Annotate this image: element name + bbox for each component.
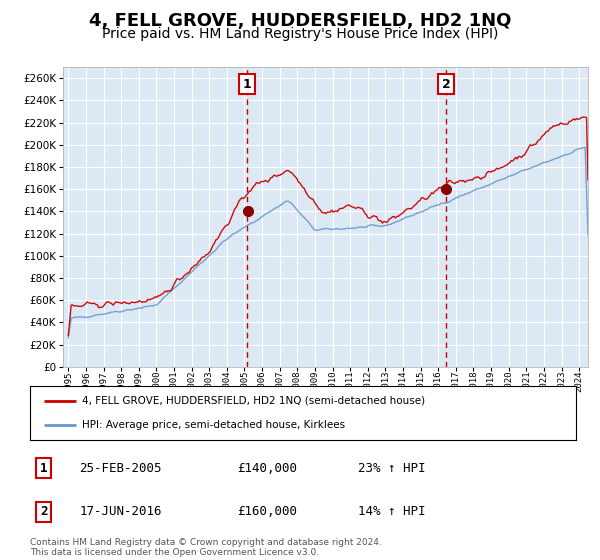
Text: 4, FELL GROVE, HUDDERSFIELD, HD2 1NQ (semi-detached house): 4, FELL GROVE, HUDDERSFIELD, HD2 1NQ (se… [82,396,425,406]
Text: 2008: 2008 [293,371,302,393]
Text: 2019: 2019 [487,371,496,393]
Text: 2012: 2012 [363,371,372,393]
Text: 2016: 2016 [434,371,443,393]
Text: 2014: 2014 [398,371,407,393]
Text: 2000: 2000 [152,371,161,393]
Text: 1996: 1996 [82,371,91,393]
Text: 17-JUN-2016: 17-JUN-2016 [79,505,161,518]
Text: 4, FELL GROVE, HUDDERSFIELD, HD2 1NQ: 4, FELL GROVE, HUDDERSFIELD, HD2 1NQ [89,12,511,30]
Text: 2003: 2003 [205,371,214,393]
Text: 1: 1 [40,462,47,475]
Text: 2005: 2005 [240,371,249,393]
Text: 2006: 2006 [257,371,266,393]
Text: 2017: 2017 [451,371,460,393]
Text: 2023: 2023 [557,371,566,393]
Text: 2013: 2013 [381,371,390,393]
Text: £160,000: £160,000 [238,505,298,518]
Text: £140,000: £140,000 [238,462,298,475]
Text: 2009: 2009 [310,371,319,393]
Text: 1995: 1995 [64,371,73,393]
Text: 1: 1 [243,78,251,91]
Text: 1999: 1999 [134,371,143,393]
Text: 2022: 2022 [539,371,548,393]
Text: 14% ↑ HPI: 14% ↑ HPI [358,505,425,518]
Text: 1998: 1998 [116,371,125,393]
Text: 2001: 2001 [169,371,178,393]
Text: 2010: 2010 [328,371,337,393]
Text: 2024: 2024 [575,371,584,393]
Text: 2: 2 [40,505,47,518]
Text: Price paid vs. HM Land Registry's House Price Index (HPI): Price paid vs. HM Land Registry's House … [102,27,498,41]
Text: 1997: 1997 [99,371,108,393]
Text: Contains HM Land Registry data © Crown copyright and database right 2024.
This d: Contains HM Land Registry data © Crown c… [30,538,382,557]
Text: 2020: 2020 [504,371,513,393]
Text: 25-FEB-2005: 25-FEB-2005 [79,462,161,475]
Text: 23% ↑ HPI: 23% ↑ HPI [358,462,425,475]
Text: HPI: Average price, semi-detached house, Kirklees: HPI: Average price, semi-detached house,… [82,420,345,430]
Text: 2015: 2015 [416,371,425,393]
Text: 2002: 2002 [187,371,196,393]
Text: 2: 2 [442,78,451,91]
Text: 2007: 2007 [275,371,284,393]
Text: 2004: 2004 [223,371,232,393]
Text: 2018: 2018 [469,371,478,393]
Text: 2011: 2011 [346,371,355,393]
Text: 2021: 2021 [522,371,531,393]
